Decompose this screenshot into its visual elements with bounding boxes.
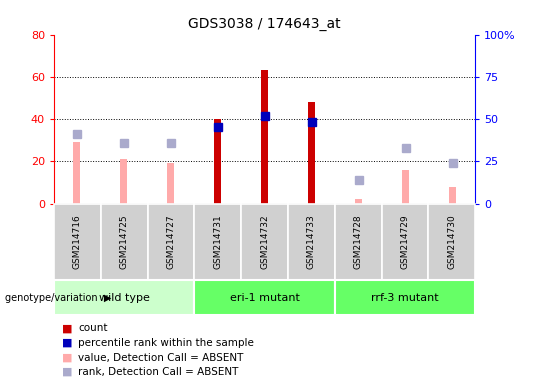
Text: GSM214716: GSM214716	[73, 215, 82, 269]
Bar	[288, 204, 335, 280]
Text: GSM214730: GSM214730	[447, 215, 456, 269]
Text: wild type: wild type	[99, 293, 150, 303]
Text: ■: ■	[62, 338, 72, 348]
Bar	[428, 204, 475, 280]
Bar	[308, 102, 315, 204]
Bar	[194, 280, 335, 315]
Bar	[214, 119, 221, 204]
Title: GDS3038 / 174643_at: GDS3038 / 174643_at	[188, 17, 341, 31]
Text: GSM214725: GSM214725	[120, 215, 129, 269]
Text: GSM214732: GSM214732	[260, 215, 269, 269]
Bar	[449, 187, 456, 204]
Bar	[147, 204, 194, 280]
Text: percentile rank within the sample: percentile rank within the sample	[78, 338, 254, 348]
Text: GSM214731: GSM214731	[213, 215, 222, 269]
Text: rank, Detection Call = ABSENT: rank, Detection Call = ABSENT	[78, 367, 239, 377]
Text: GSM214729: GSM214729	[401, 215, 409, 269]
Bar	[73, 142, 80, 204]
Bar	[101, 204, 147, 280]
Text: rrf-3 mutant: rrf-3 mutant	[371, 293, 439, 303]
Bar	[402, 170, 409, 204]
Text: GSM214728: GSM214728	[354, 215, 363, 269]
Bar	[355, 199, 362, 204]
Text: ■: ■	[62, 323, 72, 333]
Bar	[261, 71, 268, 204]
Text: GSM214727: GSM214727	[166, 215, 176, 269]
Bar	[335, 280, 475, 315]
Bar	[382, 204, 428, 280]
Text: count: count	[78, 323, 108, 333]
Bar	[54, 204, 101, 280]
Bar	[120, 159, 127, 204]
Bar	[54, 280, 194, 315]
Text: eri-1 mutant: eri-1 mutant	[230, 293, 300, 303]
Text: ■: ■	[62, 353, 72, 362]
Bar	[335, 204, 382, 280]
Text: ■: ■	[62, 367, 72, 377]
Text: genotype/variation  ▶: genotype/variation ▶	[5, 293, 112, 303]
Bar	[167, 164, 174, 204]
Bar	[241, 204, 288, 280]
Bar	[194, 204, 241, 280]
Text: value, Detection Call = ABSENT: value, Detection Call = ABSENT	[78, 353, 244, 362]
Text: GSM214733: GSM214733	[307, 215, 316, 269]
